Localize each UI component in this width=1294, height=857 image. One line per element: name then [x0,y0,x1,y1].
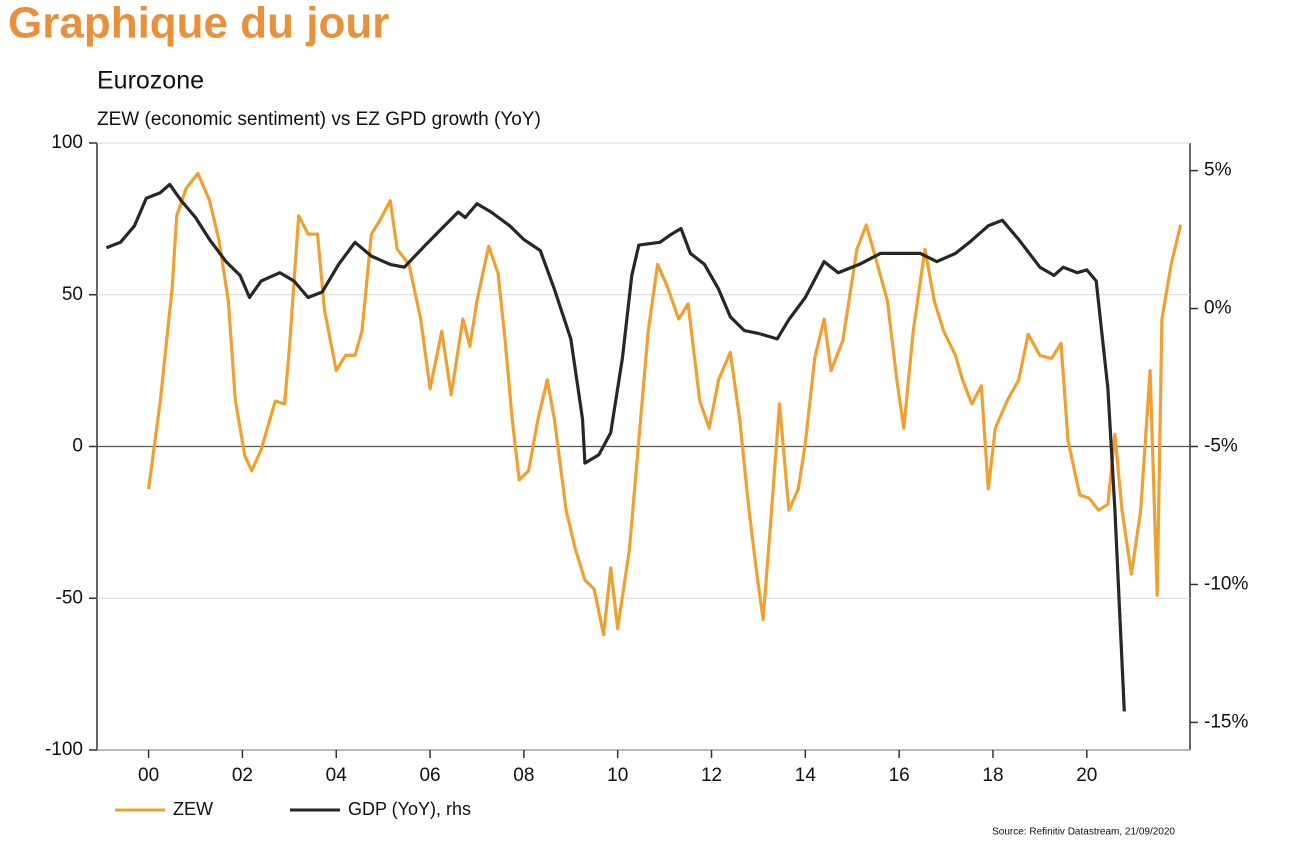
x-tick-label: 06 [419,765,440,786]
y2-tick-label: 0% [1204,298,1232,319]
y2-tick-label: -15% [1204,711,1248,732]
legend-label: GDP (YoY), rhs [348,799,471,819]
x-tick-label: 08 [513,765,534,786]
x-tick-label: 20 [1076,765,1097,786]
y2-tick-label: -5% [1204,436,1238,457]
y-tick-label: 100 [51,132,83,153]
x-tick-label: 16 [889,765,910,786]
x-tick-label: 00 [138,765,159,786]
chart-title: Eurozone [97,67,204,95]
y-tick-label: -100 [45,739,83,760]
y-tick-label: -50 [56,587,83,608]
series-line [147,171,1183,637]
legend-label: ZEW [173,799,213,819]
y-tick-label: 50 [62,284,83,305]
source-note: Source: Refinitiv Datastream, 21/09/2020 [992,827,1175,838]
x-tick-label: 04 [326,765,348,786]
chart-subtitle: ZEW (economic sentiment) vs EZ GPD growt… [97,109,541,130]
x-tick-label: 14 [795,765,817,786]
y-tick-label: 0 [72,436,83,457]
y2-tick-label: 5% [1204,160,1232,181]
y2-tick-label: -10% [1204,573,1248,594]
x-tick-label: 12 [701,765,722,786]
page-header: Graphique du jour [8,0,389,48]
x-tick-label: 02 [232,765,253,786]
series-line [105,182,1126,712]
x-tick-label: 18 [982,765,1003,786]
x-tick-label: 10 [607,765,628,786]
